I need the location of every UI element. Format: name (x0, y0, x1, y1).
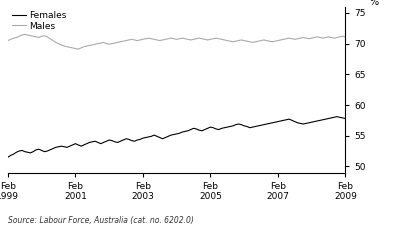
Line: Females: Females (8, 117, 345, 157)
Females (6, 156, 10, 158)
Males (22, 33, 27, 36)
Females (343, 117, 348, 120)
Males (222, 39, 227, 41)
Males (326, 35, 331, 38)
Males (154, 39, 159, 41)
Females (335, 115, 339, 118)
Females (320, 118, 325, 121)
Males (239, 39, 244, 41)
Males (90, 44, 94, 46)
Males (343, 35, 348, 38)
Text: Source: Labour Force, Australia (cat. no. 6202.0): Source: Labour Force, Australia (cat. no… (8, 216, 194, 225)
Males (76, 48, 81, 51)
Females (84, 142, 89, 145)
Legend: Females, Males: Females, Males (12, 11, 67, 31)
Line: Males: Males (8, 35, 345, 49)
Females (39, 149, 44, 152)
Males (42, 34, 47, 37)
Females (233, 123, 238, 126)
Females (149, 135, 154, 138)
Y-axis label: %: % (370, 0, 379, 7)
Males (6, 39, 10, 42)
Females (216, 128, 221, 131)
